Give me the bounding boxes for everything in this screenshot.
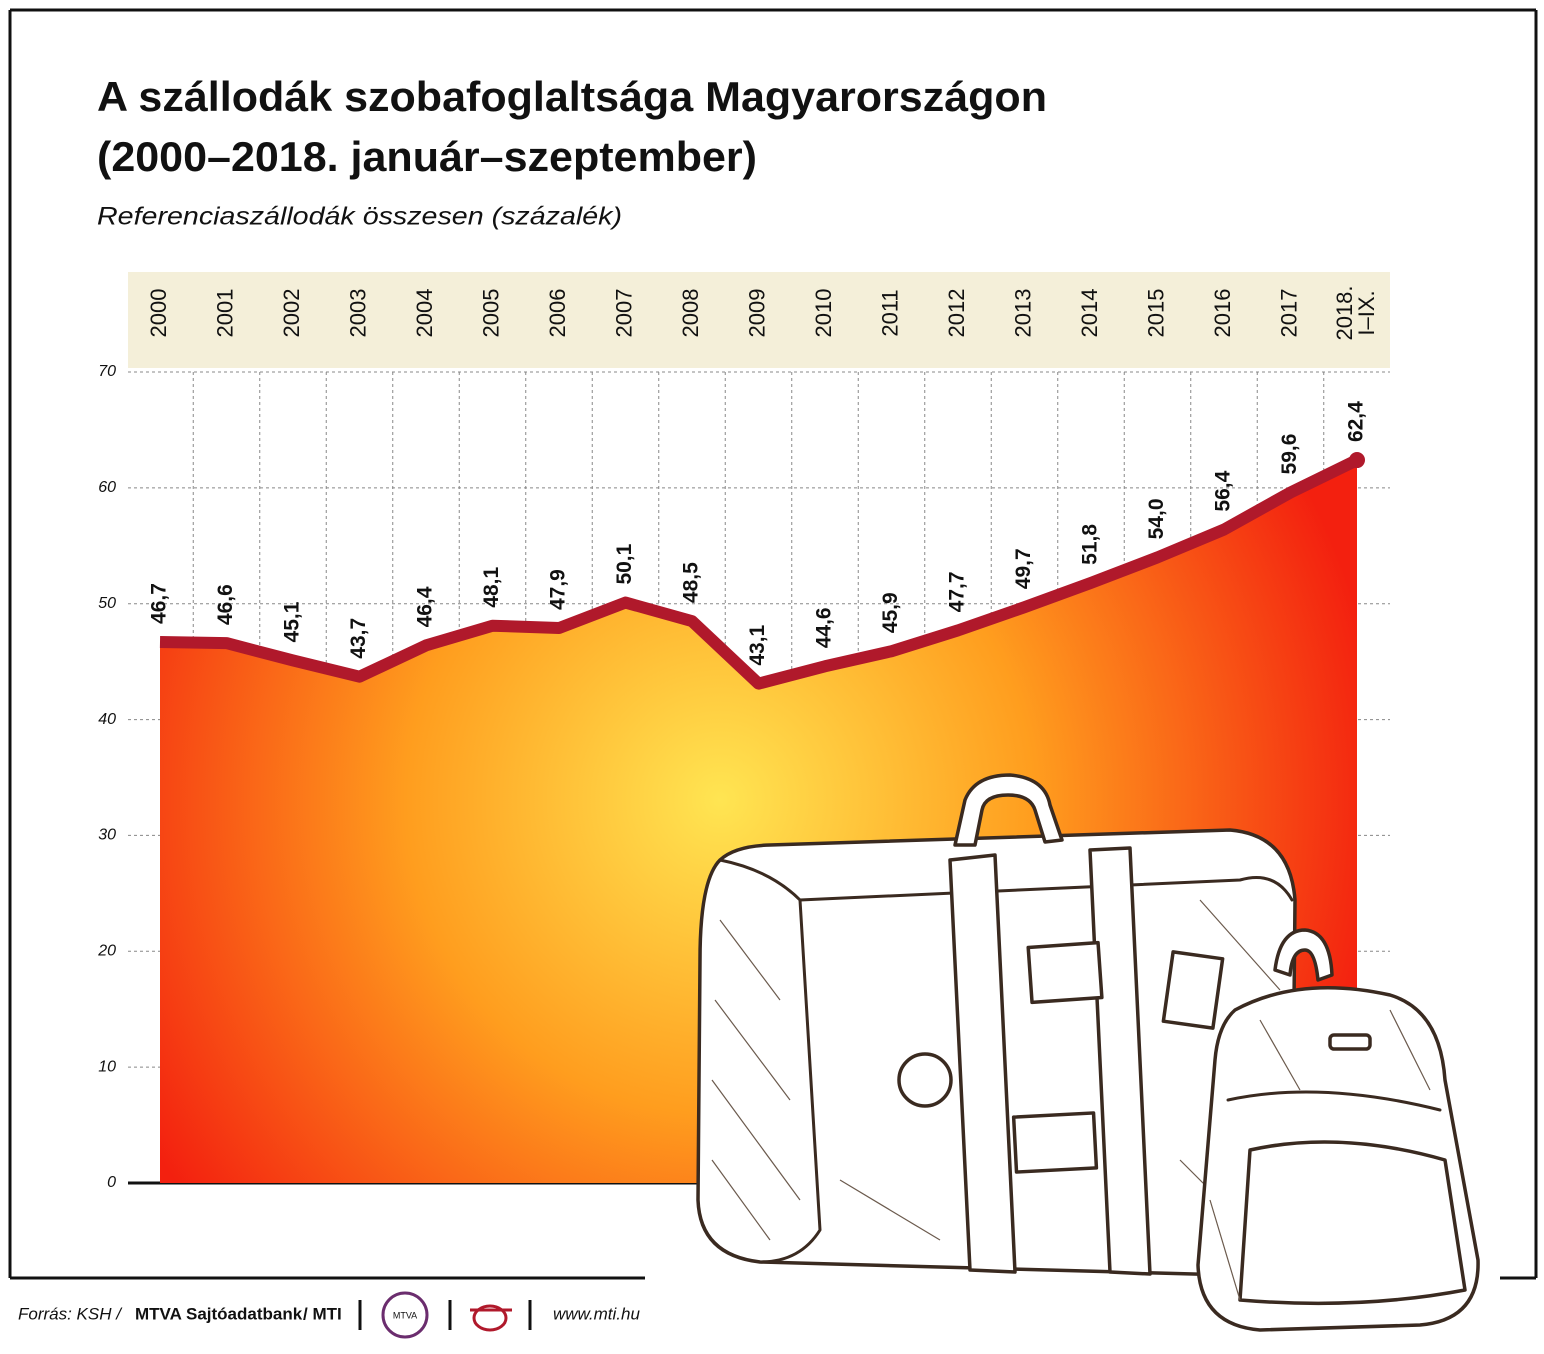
y-tick-label: 10 <box>98 1058 116 1075</box>
line <box>159 454 1360 690</box>
chart-title: A szállodák szobafoglaltsága Magyarorszá… <box>97 73 1047 120</box>
x-tick-label: 2004 <box>412 289 437 338</box>
value-label: 48,5 <box>680 562 703 603</box>
x-tick-label: 2009 <box>744 289 769 338</box>
x-tick-label: 2014 <box>1077 289 1102 338</box>
value-label: 49,7 <box>1012 548 1035 589</box>
source-url: www.mti.hu <box>553 1304 640 1323</box>
frame <box>8 8 1538 1280</box>
source-mti: / MTI <box>303 1304 342 1323</box>
y-tick-label: 0 <box>107 1174 116 1191</box>
y-tick-label: 20 <box>97 943 116 960</box>
y-tick-label: 40 <box>98 711 116 728</box>
value-label: 59,6 <box>1278 434 1301 475</box>
x-tick-label: 2016 <box>1210 289 1235 338</box>
value-label: 51,8 <box>1079 524 1102 565</box>
y-tick-label: 70 <box>98 363 116 380</box>
x-tick-label: 2002 <box>279 289 304 338</box>
chart-title: (2000–2018. január–szeptember) <box>97 133 757 180</box>
source-bank: MTVA Sajtóadatbank <box>135 1304 303 1323</box>
value-label: 43,7 <box>347 618 370 659</box>
x-tick-label: 2005 <box>478 289 503 338</box>
value-label: 46,4 <box>414 586 437 627</box>
x-tick-label: 2011 <box>877 289 902 336</box>
value-label: 44,6 <box>813 607 836 648</box>
y-tick-label: 30 <box>98 827 116 844</box>
value-label: 48,1 <box>480 567 503 608</box>
value-label: 47,7 <box>946 571 969 612</box>
value-label: 47,9 <box>547 569 570 610</box>
y-tick-label: 50 <box>98 595 116 612</box>
luggage-illustration <box>696 773 1480 1332</box>
value-label: 54,0 <box>1145 498 1168 539</box>
value-label: 62,4 <box>1345 401 1368 442</box>
x-tick-label: 2013 <box>1010 289 1035 338</box>
mtva-logo <box>381 1291 429 1339</box>
x-tick-label: 2000 <box>146 289 171 338</box>
y-tick-label: 60 <box>98 479 116 496</box>
end-point <box>1349 452 1365 469</box>
x-tick-label: 2012 <box>944 289 969 338</box>
x-tick-label: 2007 <box>611 289 636 338</box>
value-label: 43,1 <box>746 624 769 665</box>
x-tick-label: 2006 <box>545 289 570 338</box>
chart-subtitle: Referenciaszállodák összesen (százalék) <box>97 203 622 231</box>
x-tick-label: 2017 <box>1276 289 1301 338</box>
value-label: 45,1 <box>281 601 304 642</box>
mtva-logo-text: MTVA <box>393 1310 417 1320</box>
x-tick-label: 2018.I–IX. <box>1332 285 1379 340</box>
footer: Forrás: KSH / MTVA Sajtóadatbank / MTI M… <box>18 1291 640 1339</box>
value-label: 45,9 <box>879 592 902 633</box>
source: Forrás: KSH / <box>18 1304 123 1323</box>
x-tick-label: 2001 <box>212 289 237 338</box>
value-label: 46,6 <box>214 584 237 625</box>
mti-logo <box>472 1304 508 1332</box>
x-tick-label: 2010 <box>811 289 836 338</box>
value-label: 56,4 <box>1212 470 1235 511</box>
category-band <box>128 272 1390 368</box>
x-tick-label: 2015 <box>1143 289 1168 338</box>
x-tick-label: 2003 <box>345 289 370 338</box>
x-tick-label: 2008 <box>678 289 703 338</box>
value-label: 50,1 <box>613 543 636 584</box>
value-label: 46,7 <box>148 583 171 624</box>
